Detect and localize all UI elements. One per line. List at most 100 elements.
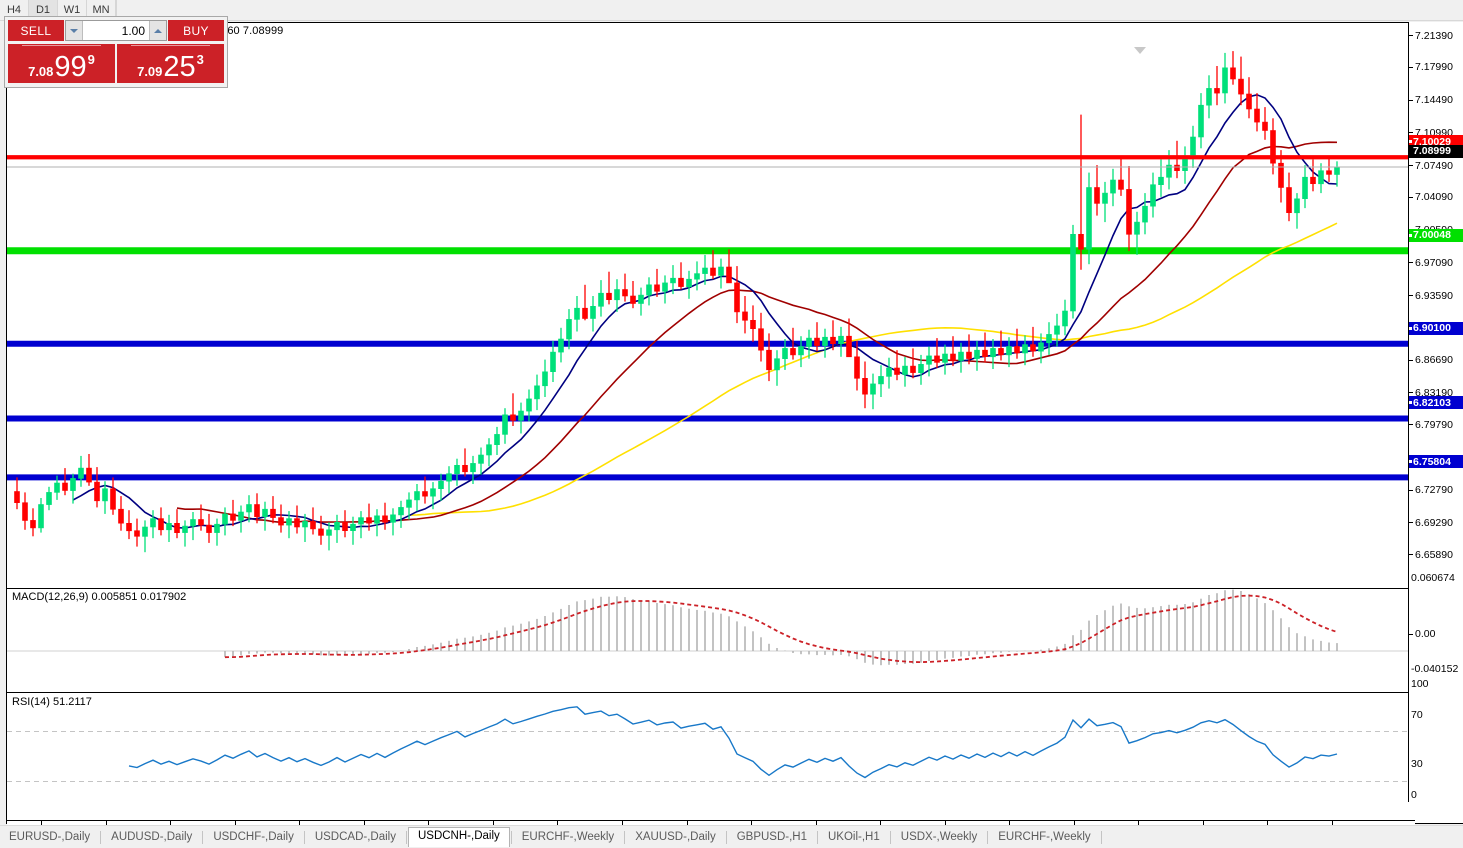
divider (22, 45, 101, 46)
symbol-tab-usdcnh--daily[interactable]: USDCNH-,Daily (407, 827, 510, 847)
candlestick (238, 505, 244, 533)
price-tick: 7.21390 (1409, 29, 1463, 42)
price-tick-label: 6.97090 (1415, 256, 1453, 269)
candlestick (358, 511, 364, 539)
candlestick (566, 309, 572, 350)
candlestick (630, 281, 636, 309)
candlestick (46, 486, 52, 511)
candlestick (1150, 172, 1156, 218)
candlestick (486, 438, 492, 467)
timeframe-button-w1[interactable]: W1 (58, 0, 87, 20)
volume-input[interactable]: 1.00 (83, 21, 149, 40)
volume-increase-button[interactable] (149, 21, 166, 40)
candlestick (182, 520, 188, 547)
candlestick (510, 393, 516, 426)
level-handle[interactable] (1409, 233, 1412, 237)
oct-price-row: 7.08 99 9 7.09 25 3 (5, 44, 227, 86)
macd-tick-label: 0.060674 (1411, 571, 1455, 584)
price-tick-label: 7.14490 (1415, 94, 1453, 107)
macd-label: MACD(12,26,9) 0.005851 0.017902 (12, 591, 187, 603)
candlestick (606, 271, 612, 305)
candlestick (662, 275, 668, 304)
one-click-trading-panel[interactable]: SELL 1.00 BUY 7.08 99 9 7.09 (4, 16, 228, 88)
candlestick (1014, 328, 1020, 359)
candlestick (814, 322, 820, 352)
rsi-scale[interactable]: 100 70 30 0 (1408, 677, 1463, 802)
volume-decrease-button[interactable] (66, 21, 83, 40)
level-handle[interactable] (1409, 401, 1412, 405)
date-tick (880, 821, 882, 825)
candlestick (942, 344, 948, 375)
symbol-tab-usdcad--daily[interactable]: USDCAD-,Daily (314, 830, 396, 843)
candlestick (150, 510, 156, 539)
sell-label[interactable]: SELL (8, 20, 64, 41)
symbol-tab-eurchf--weekly[interactable]: EURCHF-,Weekly (998, 830, 1091, 843)
candlestick (1246, 77, 1252, 119)
symbol-tab-xauusd--daily[interactable]: XAUUSD-,Daily (635, 830, 716, 843)
symbol-tab-audusd--daily[interactable]: AUDUSD-,Daily (111, 830, 193, 843)
candlestick (1190, 125, 1196, 168)
rsi-tick: 30 (1409, 758, 1463, 771)
timeframe-toolbar: H4 D1 W1 MN (0, 0, 1463, 21)
price-tick: 6.72790 (1409, 484, 1463, 497)
candlestick (1126, 166, 1132, 252)
rsi-indicator-pane[interactable]: RSI(14) 51.2117 (7, 694, 1415, 819)
timeframe-button-h4[interactable]: H4 (0, 0, 29, 20)
candlestick (438, 473, 444, 501)
volume-stepper[interactable]: 1.00 (65, 20, 167, 41)
price-tick: 6.97090 (1409, 256, 1463, 269)
price-tick: 7.17990 (1409, 61, 1463, 74)
candlestick (758, 312, 764, 362)
date-tick (944, 821, 946, 825)
candlestick (174, 509, 180, 539)
macd-tick: -0.040152 (1409, 662, 1463, 675)
chart-navigation-marker-icon[interactable] (1134, 47, 1146, 54)
price-tick: 7.14490 (1409, 94, 1463, 107)
price-tick: 6.69290 (1409, 516, 1463, 529)
candlestick (302, 513, 308, 542)
candlestick (918, 354, 924, 385)
candlestick (542, 359, 548, 397)
price-tick: 6.65890 (1409, 548, 1463, 561)
price-tick-label: 6.86690 (1415, 354, 1453, 367)
candlestick (270, 496, 276, 524)
symbol-tab-eurusd--daily[interactable]: EURUSD-,Daily (9, 830, 91, 843)
symbol-tab-usdchf--daily[interactable]: USDCHF-,Daily (213, 830, 294, 843)
buy-label[interactable]: BUY (168, 20, 224, 41)
symbol-tab-ukoil--h1[interactable]: UKOil-,H1 (828, 830, 880, 843)
timeframe-button-d1[interactable]: D1 (29, 0, 58, 20)
price-scale[interactable]: 7.21390 7.17990 7.14490 7.10990 7.07490 7.040… (1408, 22, 1463, 571)
candlestick (1326, 156, 1332, 182)
candlestick (974, 340, 980, 371)
price-chart-pane[interactable] (7, 38, 1415, 586)
symbol-tab-eurchf--weekly[interactable]: EURCHF-,Weekly (521, 830, 615, 843)
candlestick (222, 507, 228, 536)
candlestick (694, 261, 700, 291)
symbol-tab-usdx--weekly[interactable]: USDX-,Weekly (900, 830, 978, 843)
chart-canvas-window[interactable]: USDCNH-,Daily 7.08531 7.09141 7.08460 7.… (6, 22, 1463, 840)
candlestick (670, 265, 676, 295)
date-tick (621, 821, 623, 825)
sell-price-button[interactable]: 7.08 99 9 (8, 44, 115, 83)
macd-scale[interactable]: 0.060674 0.00 -0.040152 (1408, 571, 1463, 677)
date-tick (363, 821, 365, 825)
tab-separator (725, 830, 727, 844)
candlestick (22, 492, 28, 530)
date-tick (1332, 821, 1333, 825)
candlestick (1158, 159, 1164, 197)
level-handle[interactable] (1409, 140, 1412, 144)
buy-price-button[interactable]: 7.09 25 3 (117, 44, 224, 83)
candlestick (790, 327, 796, 360)
candlestick (734, 266, 740, 324)
candlestick (686, 270, 692, 299)
candlestick (1318, 163, 1324, 194)
level-handle[interactable] (1409, 326, 1412, 330)
macd-indicator-pane[interactable]: MACD(12,26,9) 0.005851 0.017902 (7, 588, 1415, 693)
price-tick-label: 6.79790 (1415, 418, 1453, 431)
level-handle[interactable] (1409, 460, 1412, 464)
candlestick (214, 518, 220, 546)
symbol-tab-gbpusd--h1[interactable]: GBPUSD-,H1 (736, 830, 807, 843)
candlestick (574, 296, 580, 332)
price-badge-label: 6.75804 (1413, 455, 1451, 468)
timeframe-button-mn[interactable]: MN (87, 0, 116, 20)
